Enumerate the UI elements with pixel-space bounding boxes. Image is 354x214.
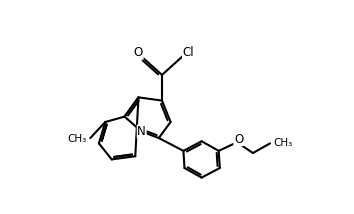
Text: O: O	[134, 46, 143, 59]
Text: Cl: Cl	[183, 46, 194, 59]
Text: N: N	[137, 125, 146, 138]
Text: CH₃: CH₃	[68, 134, 87, 144]
Text: O: O	[234, 133, 243, 146]
Text: CH₃: CH₃	[273, 138, 292, 148]
